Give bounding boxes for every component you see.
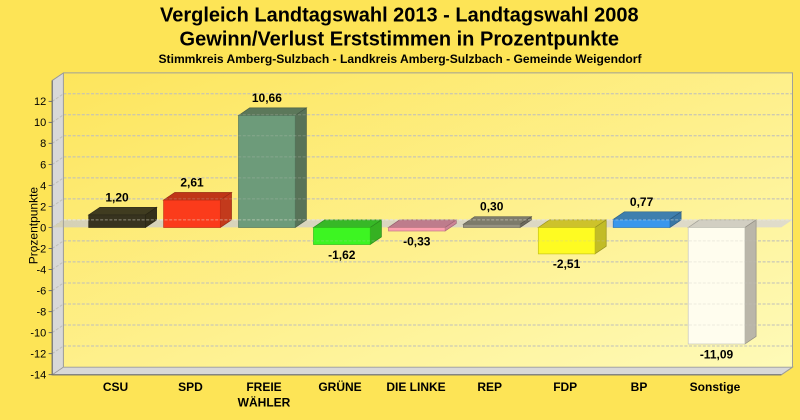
svg-text:DIE LINKE: DIE LINKE (386, 380, 445, 394)
svg-text:2: 2 (40, 201, 46, 213)
svg-text:-4: -4 (37, 264, 47, 276)
svg-text:0,77: 0,77 (630, 195, 654, 209)
svg-text:12: 12 (34, 96, 46, 108)
svg-text:CSU: CSU (103, 380, 128, 394)
svg-text:GRÜNE: GRÜNE (318, 379, 361, 394)
svg-text:8: 8 (40, 138, 46, 150)
svg-text:Sonstige: Sonstige (690, 380, 741, 394)
svg-text:-11,09: -11,09 (700, 347, 734, 361)
svg-text:-6: -6 (37, 285, 47, 297)
svg-text:0: 0 (40, 222, 46, 234)
svg-text:1,20: 1,20 (105, 190, 129, 204)
svg-text:-14: -14 (30, 369, 46, 381)
svg-text:6: 6 (40, 159, 46, 171)
svg-text:REP: REP (477, 380, 502, 394)
svg-text:BP: BP (631, 380, 648, 394)
svg-text:-8: -8 (37, 306, 47, 318)
svg-text:FDP: FDP (553, 380, 577, 394)
svg-text:10,66: 10,66 (252, 91, 282, 105)
svg-text:4: 4 (40, 180, 46, 192)
svg-text:-10: -10 (30, 327, 46, 339)
svg-text:0,30: 0,30 (480, 200, 504, 214)
svg-text:SPD: SPD (178, 380, 203, 394)
svg-text:10: 10 (34, 117, 46, 129)
svg-text:-2: -2 (37, 243, 47, 255)
svg-text:Prozentpunkte: Prozentpunkte (26, 187, 40, 265)
svg-text:Vergleich Landtagswahl 2013 -: Vergleich Landtagswahl 2013 - Landtagswa… (160, 5, 639, 27)
svg-text:FREIE: FREIE (246, 380, 281, 394)
svg-text:-2,51: -2,51 (553, 257, 581, 271)
svg-text:WÄHLER: WÄHLER (238, 395, 291, 410)
svg-text:-12: -12 (30, 348, 46, 360)
svg-text:-0,33: -0,33 (403, 234, 431, 248)
svg-text:Gewinn/Verlust Erststimmen in: Gewinn/Verlust Erststimmen in Prozentpun… (180, 29, 620, 51)
svg-text:2,61: 2,61 (180, 176, 204, 190)
svg-text:-1,62: -1,62 (328, 248, 356, 262)
svg-text:Stimmkreis Amberg-Sulzbach - L: Stimmkreis Amberg-Sulzbach - Landkreis A… (159, 52, 643, 66)
